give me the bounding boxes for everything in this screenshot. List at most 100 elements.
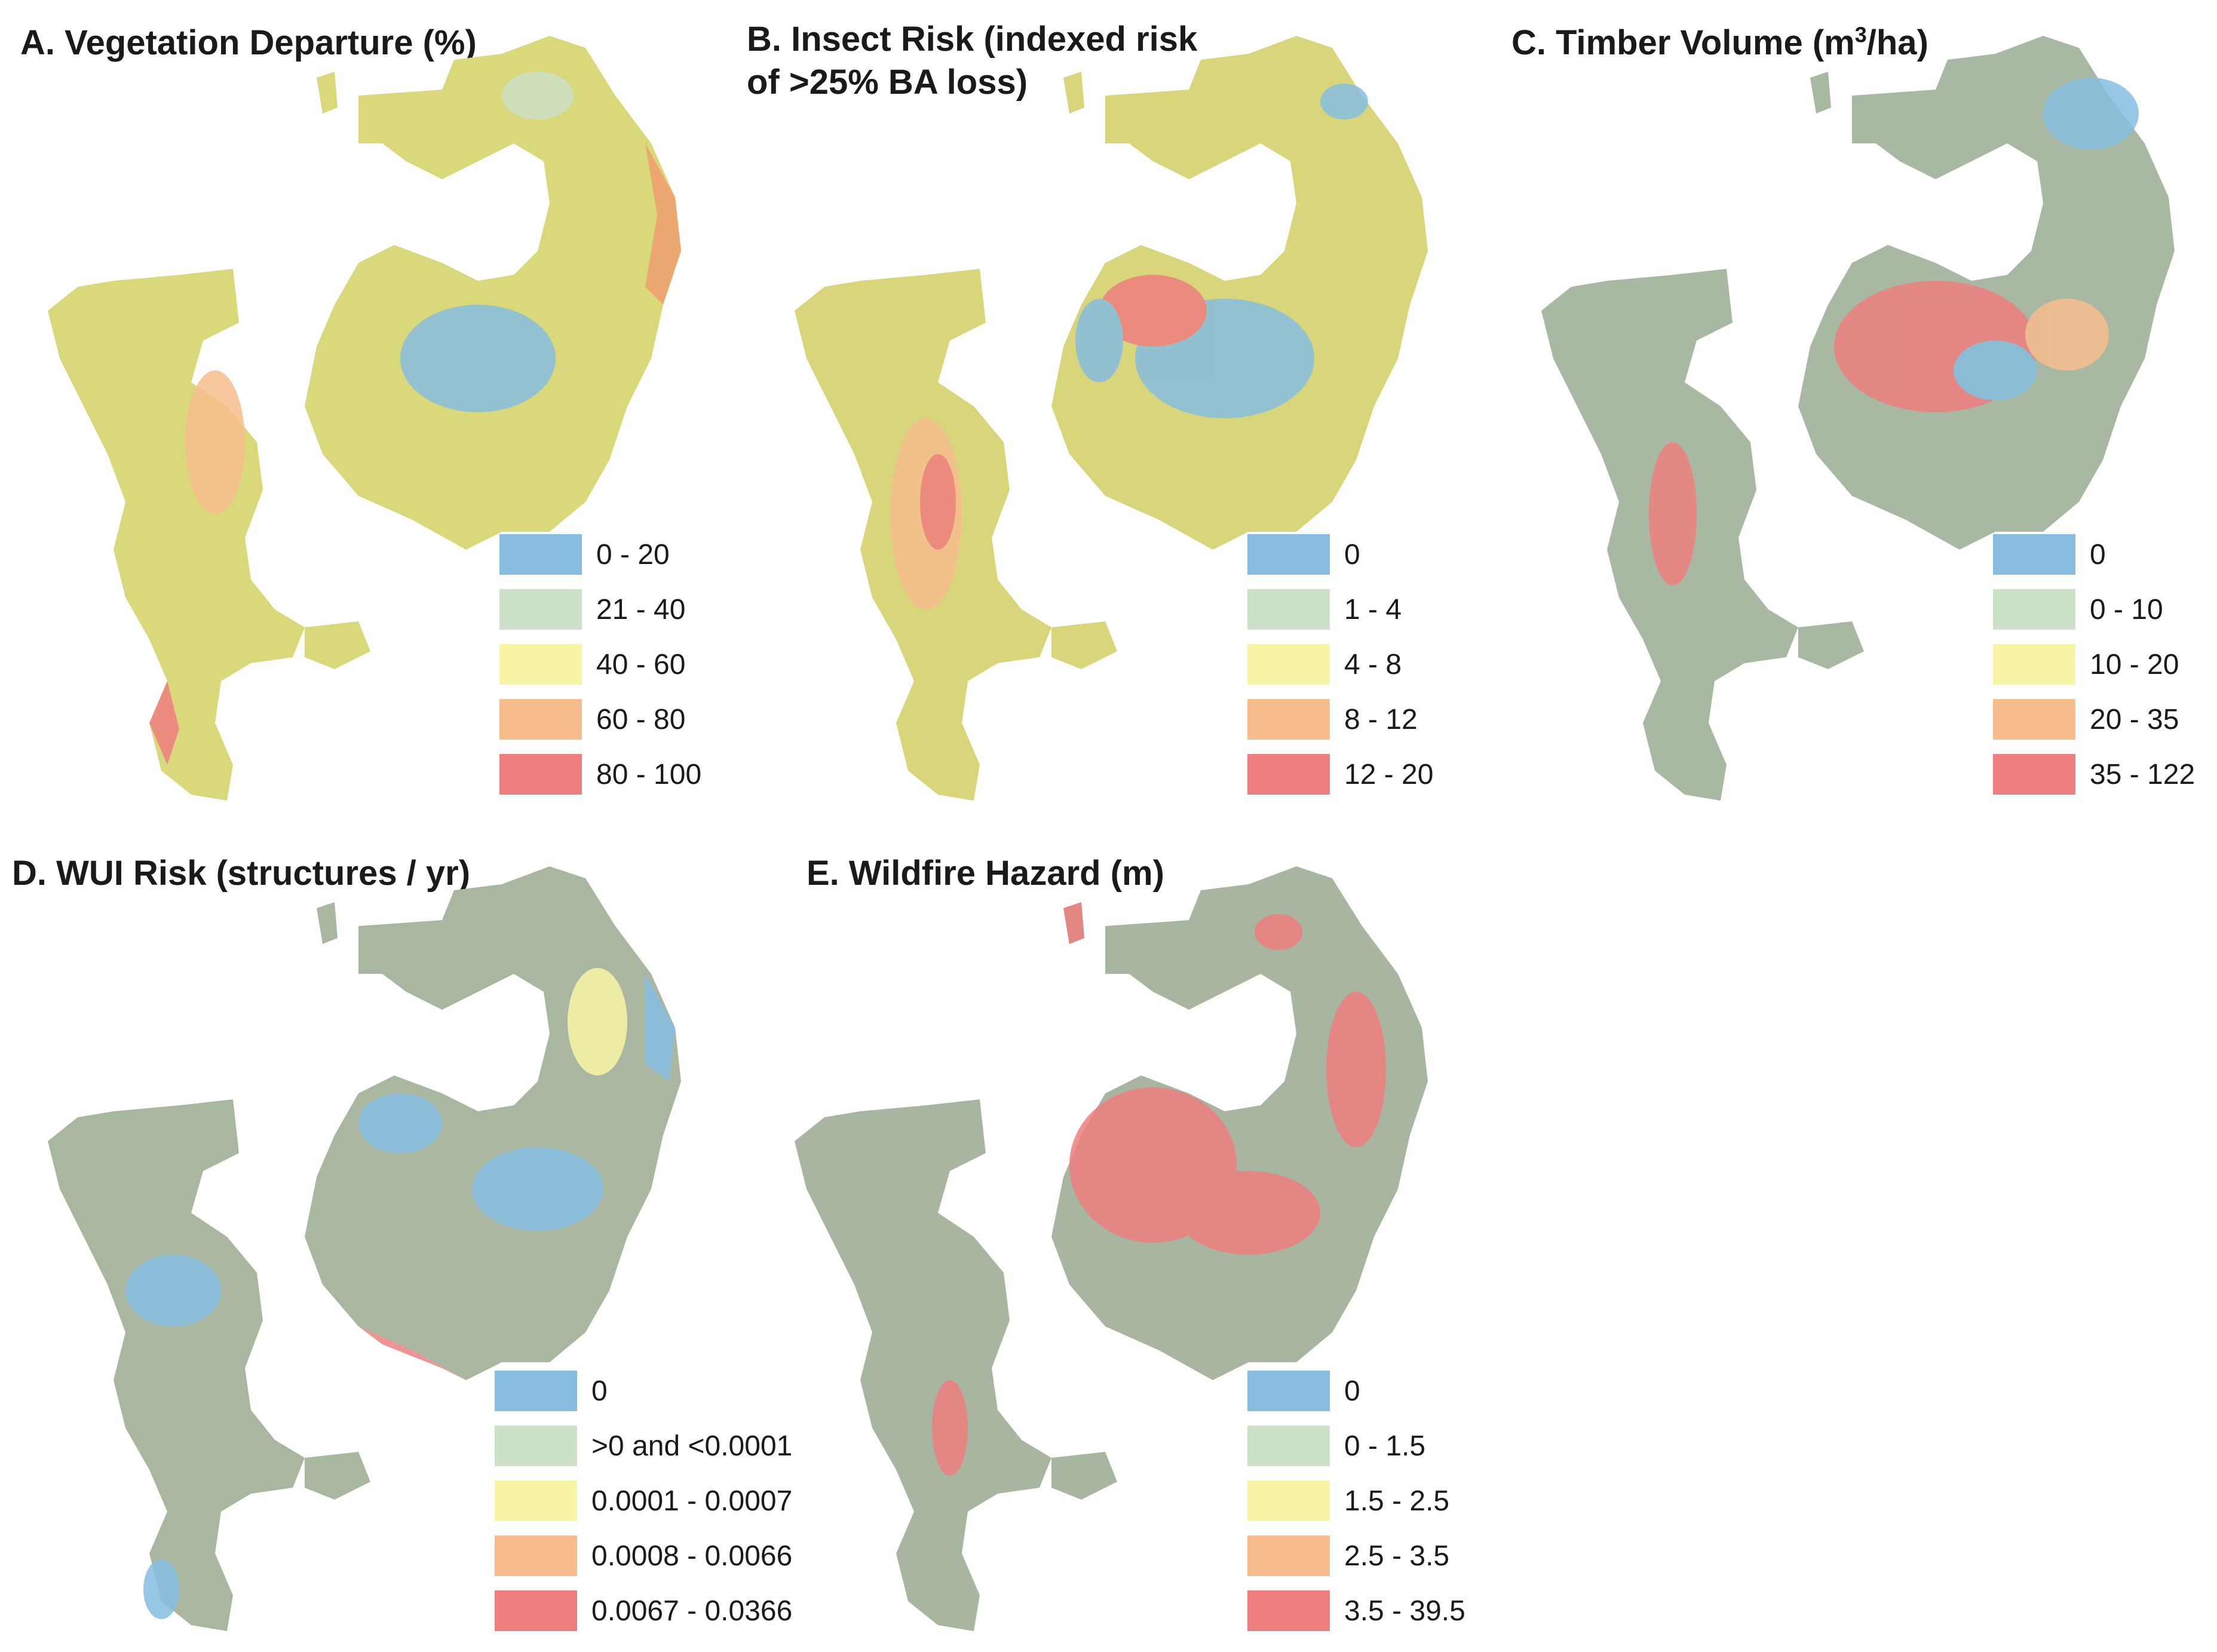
legend-swatch [1247, 754, 1330, 795]
legend-swatch [495, 1590, 577, 1631]
legend-d-item: 0.0008 - 0.0066 [495, 1535, 792, 1576]
legend-c-item: 0 - 10 [1993, 589, 2163, 630]
legend-c-item: 10 - 20 [1993, 644, 2179, 685]
map-c-highlights [1649, 78, 2139, 586]
legend-b-item: 4 - 8 [1247, 644, 1402, 685]
legend-label: 0 [1344, 1375, 1360, 1407]
legend-label: 10 - 20 [2090, 648, 2179, 681]
panel-c-title-suffix: /ha) [1866, 23, 1928, 62]
legend-label: 0 [591, 1375, 608, 1407]
legend-label: >0 and <0.0001 [591, 1430, 793, 1462]
legend-d-item: 0 [495, 1371, 608, 1411]
legend-d-item: >0 and <0.0001 [495, 1426, 792, 1466]
legend-e-item: 1.5 - 2.5 [1247, 1481, 1449, 1521]
map-a-area [48, 36, 681, 801]
panel-b-title: B. Insect Risk (indexed risk of >25% BA … [747, 18, 1197, 104]
legend-label: 0 [2090, 538, 2106, 571]
legend-a-item: 40 - 60 [499, 644, 685, 685]
legend-swatch [1247, 1481, 1330, 1521]
legend-c-item: 0 [1993, 534, 2106, 575]
map-b-highlights [890, 84, 1368, 609]
legend-a-item: 80 - 100 [499, 754, 701, 795]
legend-swatch [1993, 644, 2075, 685]
legend-swatch [1993, 589, 2075, 630]
legend-swatch [495, 1426, 577, 1466]
legend-label: 12 - 20 [1344, 758, 1434, 790]
legend-swatch [495, 1481, 577, 1521]
legend-label: 35 - 122 [2090, 758, 2195, 790]
legend-swatch [1993, 699, 2075, 740]
legend-swatch [1247, 699, 1330, 740]
map-a-highlights [149, 72, 681, 765]
legend-c-item: 35 - 122 [1993, 754, 2195, 795]
legend-e-item: 0 - 1.5 [1247, 1426, 1425, 1466]
legend-label: 3.5 - 39.5 [1344, 1595, 1465, 1627]
map-c-area [1541, 36, 2175, 801]
legend-e-item: 2.5 - 3.5 [1247, 1535, 1449, 1576]
legend-swatch [499, 754, 582, 795]
legend-label: 0 - 1.5 [1344, 1430, 1426, 1462]
map-e [795, 866, 1428, 1631]
legend-c-item: 20 - 35 [1993, 699, 2179, 740]
panel-b-title-line1: B. Insect Risk (indexed risk [747, 20, 1198, 59]
legend-label: 0 - 20 [596, 538, 670, 571]
legend-swatch [495, 1535, 577, 1576]
legend-b-item: 8 - 12 [1247, 699, 1418, 740]
legend-swatch [495, 1371, 577, 1411]
map-e-highlights [932, 902, 1386, 1476]
legend-a-item: 60 - 80 [499, 699, 685, 740]
legend-b-item: 0 [1247, 534, 1360, 575]
map-c [1541, 36, 2175, 801]
legend-b-item: 1 - 4 [1247, 589, 1402, 630]
legend-label: 0.0067 - 0.0366 [591, 1595, 793, 1627]
legend-label: 0.0001 - 0.0007 [591, 1485, 793, 1517]
legend-swatch [1247, 1535, 1330, 1576]
legend-swatch [1247, 534, 1330, 575]
legend-label: 0 [1344, 538, 1360, 571]
legend-d-item: 0.0067 - 0.0366 [495, 1590, 792, 1631]
panel-c-title-text: C. Timber Volume (m [1511, 23, 1855, 62]
map-d [48, 866, 681, 1631]
legend-label: 21 - 40 [596, 593, 686, 626]
panel-b: B. Insect Risk (indexed risk of >25% BA … [747, 0, 1500, 813]
legend-label: 0.0008 - 0.0066 [591, 1540, 793, 1572]
legend-swatch [1247, 1371, 1330, 1411]
legend-label: 1.5 - 2.5 [1344, 1485, 1450, 1517]
legend-swatch [1993, 754, 2075, 795]
map-b [795, 36, 1428, 801]
legend-label: 2.5 - 3.5 [1344, 1540, 1450, 1572]
legend-a-item: 0 - 20 [499, 534, 670, 575]
legend-e-item: 3.5 - 39.5 [1247, 1590, 1465, 1631]
map-d-highlights [125, 968, 675, 1619]
panel-b-title-line2: of >25% BA loss) [747, 63, 1028, 102]
panel-c-title: C. Timber Volume (m3/ha) [1511, 22, 1928, 65]
legend-label: 8 - 12 [1344, 703, 1418, 735]
panel-a: A. Vegetation Departure (%) 0 - 20 21 - … [0, 0, 729, 813]
map-b-area [795, 36, 1428, 801]
legend-swatch [499, 589, 582, 630]
panel-e: E. Wildfire Hazard (m) 0 0 - 1.5 1.5 - 2… [747, 830, 1500, 1652]
legend-swatch [1247, 1590, 1330, 1631]
legend-b-item: 12 - 20 [1247, 754, 1433, 795]
legend-d-item: 0.0001 - 0.0007 [495, 1481, 792, 1521]
panel-e-title: E. Wildfire Hazard (m) [807, 854, 1164, 893]
panel-a-title: A. Vegetation Departure (%) [20, 23, 477, 62]
map-a [48, 36, 681, 801]
legend-label: 0 - 10 [2090, 593, 2163, 626]
legend-label: 1 - 4 [1344, 593, 1402, 626]
legend-swatch [1247, 644, 1330, 685]
legend-label: 80 - 100 [596, 758, 702, 790]
legend-label: 20 - 35 [2090, 703, 2179, 735]
panel-d-title: D. WUI Risk (structures / yr) [12, 854, 471, 893]
legend-swatch [1247, 589, 1330, 630]
legend-swatch [1993, 534, 2075, 575]
legend-swatch [1247, 1426, 1330, 1466]
legend-label: 4 - 8 [1344, 648, 1402, 681]
legend-label: 60 - 80 [596, 703, 686, 735]
legend-swatch [499, 534, 582, 575]
legend-a-item: 21 - 40 [499, 589, 685, 630]
panel-c-title-sup: 3 [1854, 22, 1867, 47]
legend-label: 40 - 60 [596, 648, 686, 681]
legend-swatch [499, 699, 582, 740]
legend-swatch [499, 644, 582, 685]
